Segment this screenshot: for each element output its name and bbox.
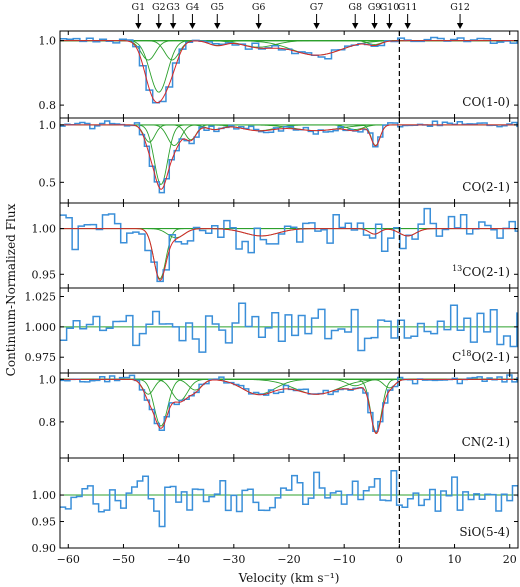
component-arrow-head: [214, 23, 221, 29]
component-arrow-head: [169, 23, 177, 29]
component-fit-3: [60, 40, 518, 61]
component-label-g8: G8: [348, 2, 362, 13]
total-fit: [60, 228, 517, 281]
panel-co-1-0-: 0.8 1.0 CO(1-0): [39, 30, 519, 119]
panel-cn-2-1-: 0.8 1.0 CN(2-1): [39, 372, 519, 459]
component-arrow-head: [135, 23, 142, 29]
component-fit-1: [60, 124, 518, 186]
molecule-label-rest: O(2-1): [471, 350, 510, 364]
component-label-g6: G6: [252, 2, 266, 13]
component-arrow-head: [255, 23, 262, 29]
component-fit-1: [60, 228, 518, 280]
component-arrow-head: [371, 23, 378, 29]
panel-frame: [59, 287, 519, 374]
molecule-label: C18O(2-1): [452, 349, 510, 364]
x-tick-label: −60: [57, 553, 80, 566]
component-label-g5: G5: [210, 2, 224, 13]
molecule-label: 13CO(2-1): [452, 264, 510, 279]
panel-c18o-2-1-: 0.975 1.000 1.025 C18O(2-1): [25, 287, 519, 374]
y-tick-label: 1.0: [39, 373, 57, 386]
x-tick-label: 10: [448, 553, 462, 566]
component-fit-2: [60, 40, 518, 61]
component-arrow-head: [352, 23, 359, 29]
panel-frame: [59, 457, 519, 549]
component-arrow-head: [456, 23, 464, 29]
y-tick-label: 0.95: [32, 516, 57, 529]
panel-frame: [59, 202, 519, 289]
component-label-g10: G10: [380, 2, 400, 13]
y-tick-label: 0.95: [32, 268, 57, 281]
x-axis-title: Velocity (km s⁻¹): [238, 571, 340, 585]
y-axis-title: Continuum-Normalized Flux: [4, 203, 18, 376]
spectrum-data: [60, 470, 518, 528]
y-tick-label: 1.00: [32, 489, 57, 502]
component-label-g11: G11: [398, 2, 418, 13]
molecule-label: CO(1-0): [462, 95, 510, 109]
spectrum-data: [60, 207, 518, 283]
x-tick-label: −50: [112, 553, 135, 566]
molecule-label: CO(2-1): [462, 180, 510, 194]
component-arrow-head: [155, 23, 162, 29]
panel-frame: [59, 30, 519, 119]
component-fit-9: [60, 124, 518, 147]
spectrum-data: [60, 302, 518, 353]
y-tick-label: 0.5: [39, 176, 57, 189]
molecule-label: SiO(5-4): [459, 525, 510, 539]
component-arrow-head: [386, 23, 393, 29]
x-axis: −60 −50 −40 −30 −20 −10 0 10 20: [57, 553, 517, 566]
total-fit: [60, 378, 517, 434]
molecule-label-main: CN(2-1): [462, 435, 510, 449]
spectrum-data: [60, 36, 518, 104]
component-label-g1: G1: [132, 2, 146, 13]
component-arrow-head: [404, 23, 411, 29]
x-tick-label: 0: [396, 553, 403, 566]
y-tick-label: 1.000: [25, 321, 57, 334]
total-fit: [60, 124, 517, 190]
panel-sio-5-4-: 0.90 0.95 1.00 SiO(5-4): [32, 457, 519, 555]
molecule-label-superscript: 18: [461, 349, 471, 358]
x-tick-label: 20: [503, 553, 517, 566]
spectrum-data: [60, 120, 518, 194]
x-tick-label: −30: [222, 553, 245, 566]
molecule-label: CN(2-1): [462, 435, 510, 449]
y-tick-label: 0.975: [25, 351, 57, 364]
spectral-panels: 0.81.0CO(1-0)0.51.0CO(2-1)0.951.0013CO(2…: [25, 30, 519, 555]
molecule-label-main: CO(2-1): [462, 180, 510, 194]
component-label-g7: G7: [310, 2, 324, 13]
y-tick-label: 0.8: [39, 416, 57, 429]
component-arrow-head: [313, 23, 320, 29]
y-tick-label: 0.90: [32, 542, 57, 555]
molecule-label-superscript: 13: [452, 264, 462, 273]
y-tick-label: 1.00: [32, 223, 57, 236]
component-fit-3: [60, 228, 518, 237]
panel-co-2-1-: 0.5 1.0 CO(2-1): [39, 117, 519, 204]
molecule-label-rest: CO(2-1): [462, 265, 510, 279]
total-fit: [60, 40, 517, 104]
y-tick-label: 0.8: [39, 99, 57, 112]
component-label-g9: G9: [368, 2, 382, 13]
component-fit-5: [60, 228, 518, 237]
panel-frame: [59, 117, 519, 204]
y-tick-label: 1.0: [39, 35, 57, 48]
x-tick-label: −10: [333, 553, 356, 566]
component-label-g3: G3: [166, 2, 180, 13]
component-label-g4: G4: [186, 2, 200, 13]
component-arrow-head: [189, 23, 196, 29]
x-tick-label: −40: [167, 553, 190, 566]
molecule-label-main: CO(1-0): [462, 95, 510, 109]
y-tick-label: 1.025: [25, 291, 57, 304]
x-tick-label: −20: [277, 553, 300, 566]
molecule-label-main: SiO(5-4): [459, 525, 510, 539]
y-tick-label: 1.0: [39, 119, 57, 132]
panel-13co-2-1-: 0.95 1.00 13CO(2-1): [32, 202, 519, 289]
component-label-g12: G12: [450, 2, 470, 13]
spectrum-data: [60, 374, 518, 432]
component-label-g2: G2: [152, 2, 166, 13]
component-fit-5: [60, 40, 518, 56]
component-fit-3: [60, 124, 518, 147]
molecule-label-main: C: [452, 350, 461, 364]
